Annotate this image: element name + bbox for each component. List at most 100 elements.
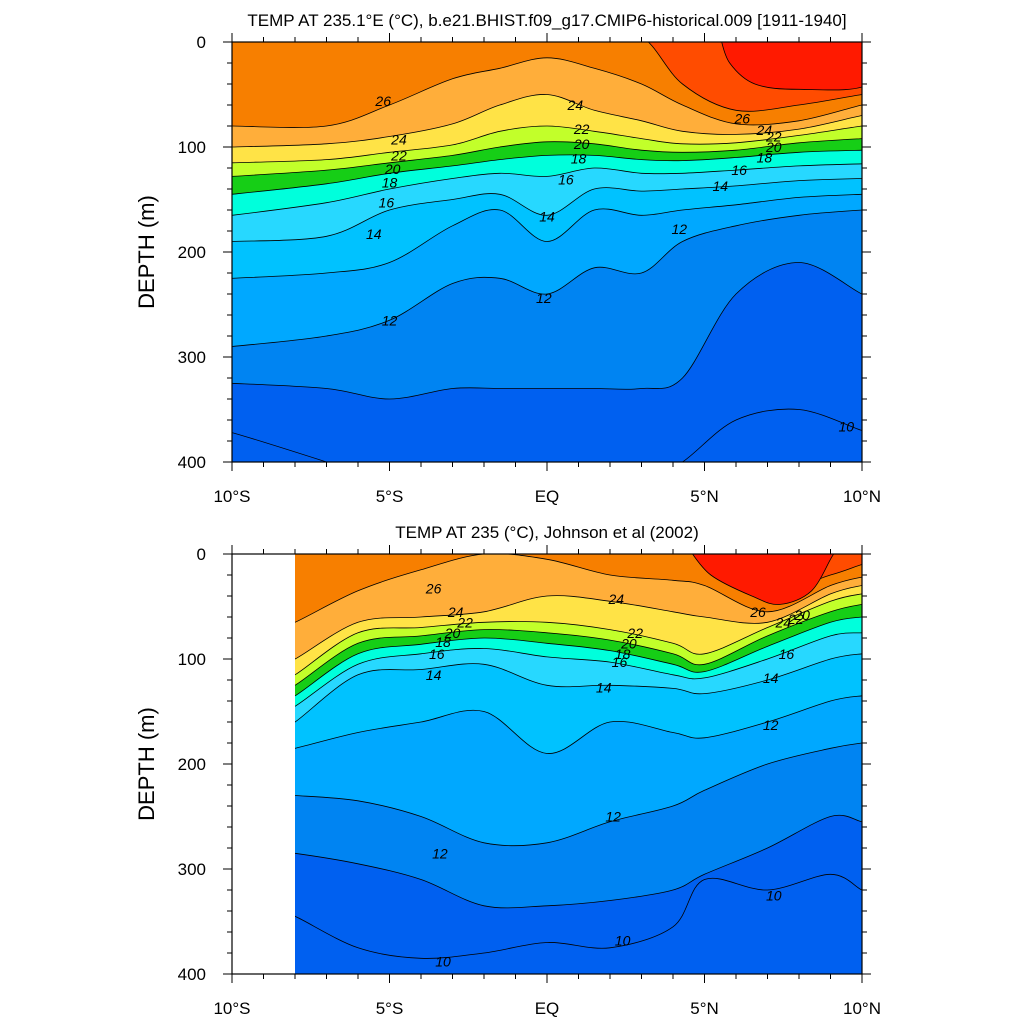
y-axis-label: DEPTH (m) — [134, 195, 159, 309]
contour-label: 26 — [374, 93, 391, 109]
isotherm-22 — [295, 593, 862, 676]
contour-label: 12 — [536, 290, 552, 306]
contour-label: 14 — [712, 178, 728, 194]
contour-label: 14 — [426, 667, 442, 683]
contour-label: 18 — [615, 646, 631, 662]
contour-label: 16 — [612, 654, 628, 670]
contour-label: 14 — [596, 679, 612, 695]
y-axis: 0 100 200 300 400 DEPTH (m) — [134, 33, 871, 472]
x-tick-label: 5°S — [376, 999, 404, 1018]
contour-label: 20 — [620, 635, 637, 651]
contour-label: 20 — [793, 607, 810, 623]
contour-label: 24 — [608, 591, 625, 607]
isotherm-10 — [295, 873, 862, 959]
isotherm-22 — [232, 125, 862, 164]
isotherm-24 — [232, 94, 862, 148]
isotherm-11 — [295, 814, 862, 909]
isotherm-24 — [295, 585, 862, 660]
y-tick-label: 300 — [178, 860, 206, 879]
y-tick-label: 100 — [178, 138, 206, 157]
y-tick-label: 100 — [178, 650, 206, 669]
contour-label: 12 — [763, 717, 779, 733]
isotherm-26 — [295, 554, 862, 623]
contour-label: 12 — [672, 221, 688, 237]
contour-label: 24 — [774, 614, 791, 630]
contour-label: 10 — [435, 953, 451, 969]
contour-label: 16 — [558, 172, 574, 188]
contour-label: 16 — [779, 646, 795, 662]
isotherm-18 — [295, 616, 862, 697]
isotherm-20 — [295, 603, 862, 686]
contour-label: 24 — [447, 604, 464, 620]
isotherm-16 — [232, 163, 862, 216]
x-axis: 10°S 5°S EQ 5°N 10°N — [213, 33, 881, 506]
contour-label: 14 — [539, 208, 555, 224]
isotherm-13 — [295, 695, 862, 754]
x-tick-label: 10°S — [213, 999, 250, 1018]
x-tick-label: EQ — [535, 999, 560, 1018]
contour-label: 24 — [390, 132, 407, 148]
contour-label: 14 — [366, 226, 382, 242]
y-tick-label: 300 — [178, 348, 206, 367]
y-axis: 0 100 200 300 400 DEPTH (m) — [134, 545, 871, 984]
x-tick-label: 5°S — [376, 487, 404, 506]
contour-label: 22 — [765, 129, 782, 145]
contour-label: 10 — [766, 887, 782, 903]
isotherm-13 — [232, 193, 862, 279]
y-tick-label: 0 — [197, 545, 206, 564]
contour-label: 16 — [731, 162, 747, 178]
x-tick-label: 10°N — [843, 487, 881, 506]
contour-label: 22 — [573, 121, 590, 137]
contour-label: 24 — [567, 97, 584, 113]
contour-labels: 2624222018161424222018161426242220161412… — [425, 581, 810, 970]
contour-label: 26 — [734, 111, 751, 127]
y-tick-label: 400 — [178, 453, 206, 472]
contour-label: 22 — [626, 625, 643, 641]
contour-label: 12 — [432, 845, 448, 861]
isotherm-10 — [232, 408, 862, 462]
contour-label: 18 — [757, 150, 773, 166]
chart-title: TEMP AT 235 (°C), Johnson et al (2002) — [395, 523, 699, 542]
contour-label: 26 — [749, 604, 766, 620]
contour-label: 12 — [605, 809, 621, 825]
contour-label: 18 — [382, 175, 398, 191]
contour-label: 16 — [379, 195, 395, 211]
contour-label: 18 — [435, 634, 451, 650]
contour-label: 22 — [787, 611, 804, 627]
isotherm-12 — [295, 742, 862, 847]
panel-2: 2624222018161424222018161426242220161412… — [134, 523, 881, 1018]
isotherm-20 — [232, 138, 862, 177]
isotherm-14 — [232, 178, 862, 242]
contour-label: 22 — [456, 614, 473, 630]
contour-label: 22 — [390, 147, 407, 163]
y-tick-label: 400 — [178, 965, 206, 984]
isotherm-11 — [232, 262, 862, 400]
isotherm-18 — [232, 149, 862, 195]
y-tick-label: 200 — [178, 243, 206, 262]
y-tick-label: 200 — [178, 755, 206, 774]
chart-title: TEMP AT 235.1°E (°C), b.e21.BHIST.f09_g1… — [247, 11, 846, 30]
isotherm-26 — [232, 57, 862, 128]
contour-label: 26 — [425, 581, 442, 597]
contour-label: 20 — [765, 139, 782, 155]
x-axis: 10°S 5°S EQ 5°N 10°N — [213, 545, 881, 1018]
contour-label: 10 — [838, 418, 854, 434]
isotherm-14 — [295, 653, 862, 723]
contour-label: 20 — [444, 625, 461, 641]
x-tick-label: 10°S — [213, 487, 250, 506]
isotherm-16 — [295, 632, 862, 707]
y-axis-label: DEPTH (m) — [134, 707, 159, 821]
x-tick-label: 10°N — [843, 999, 881, 1018]
contour-label: 10 — [615, 932, 631, 948]
x-tick-label: 5°N — [690, 487, 719, 506]
y-tick-label: 0 — [197, 33, 206, 52]
isotherm-27 — [712, 554, 862, 592]
isotherm-27 — [647, 42, 862, 112]
contour-label: 16 — [429, 646, 445, 662]
contour-label: 20 — [573, 136, 590, 152]
contour-label: 14 — [763, 670, 779, 686]
isotherm-12 — [232, 209, 862, 347]
